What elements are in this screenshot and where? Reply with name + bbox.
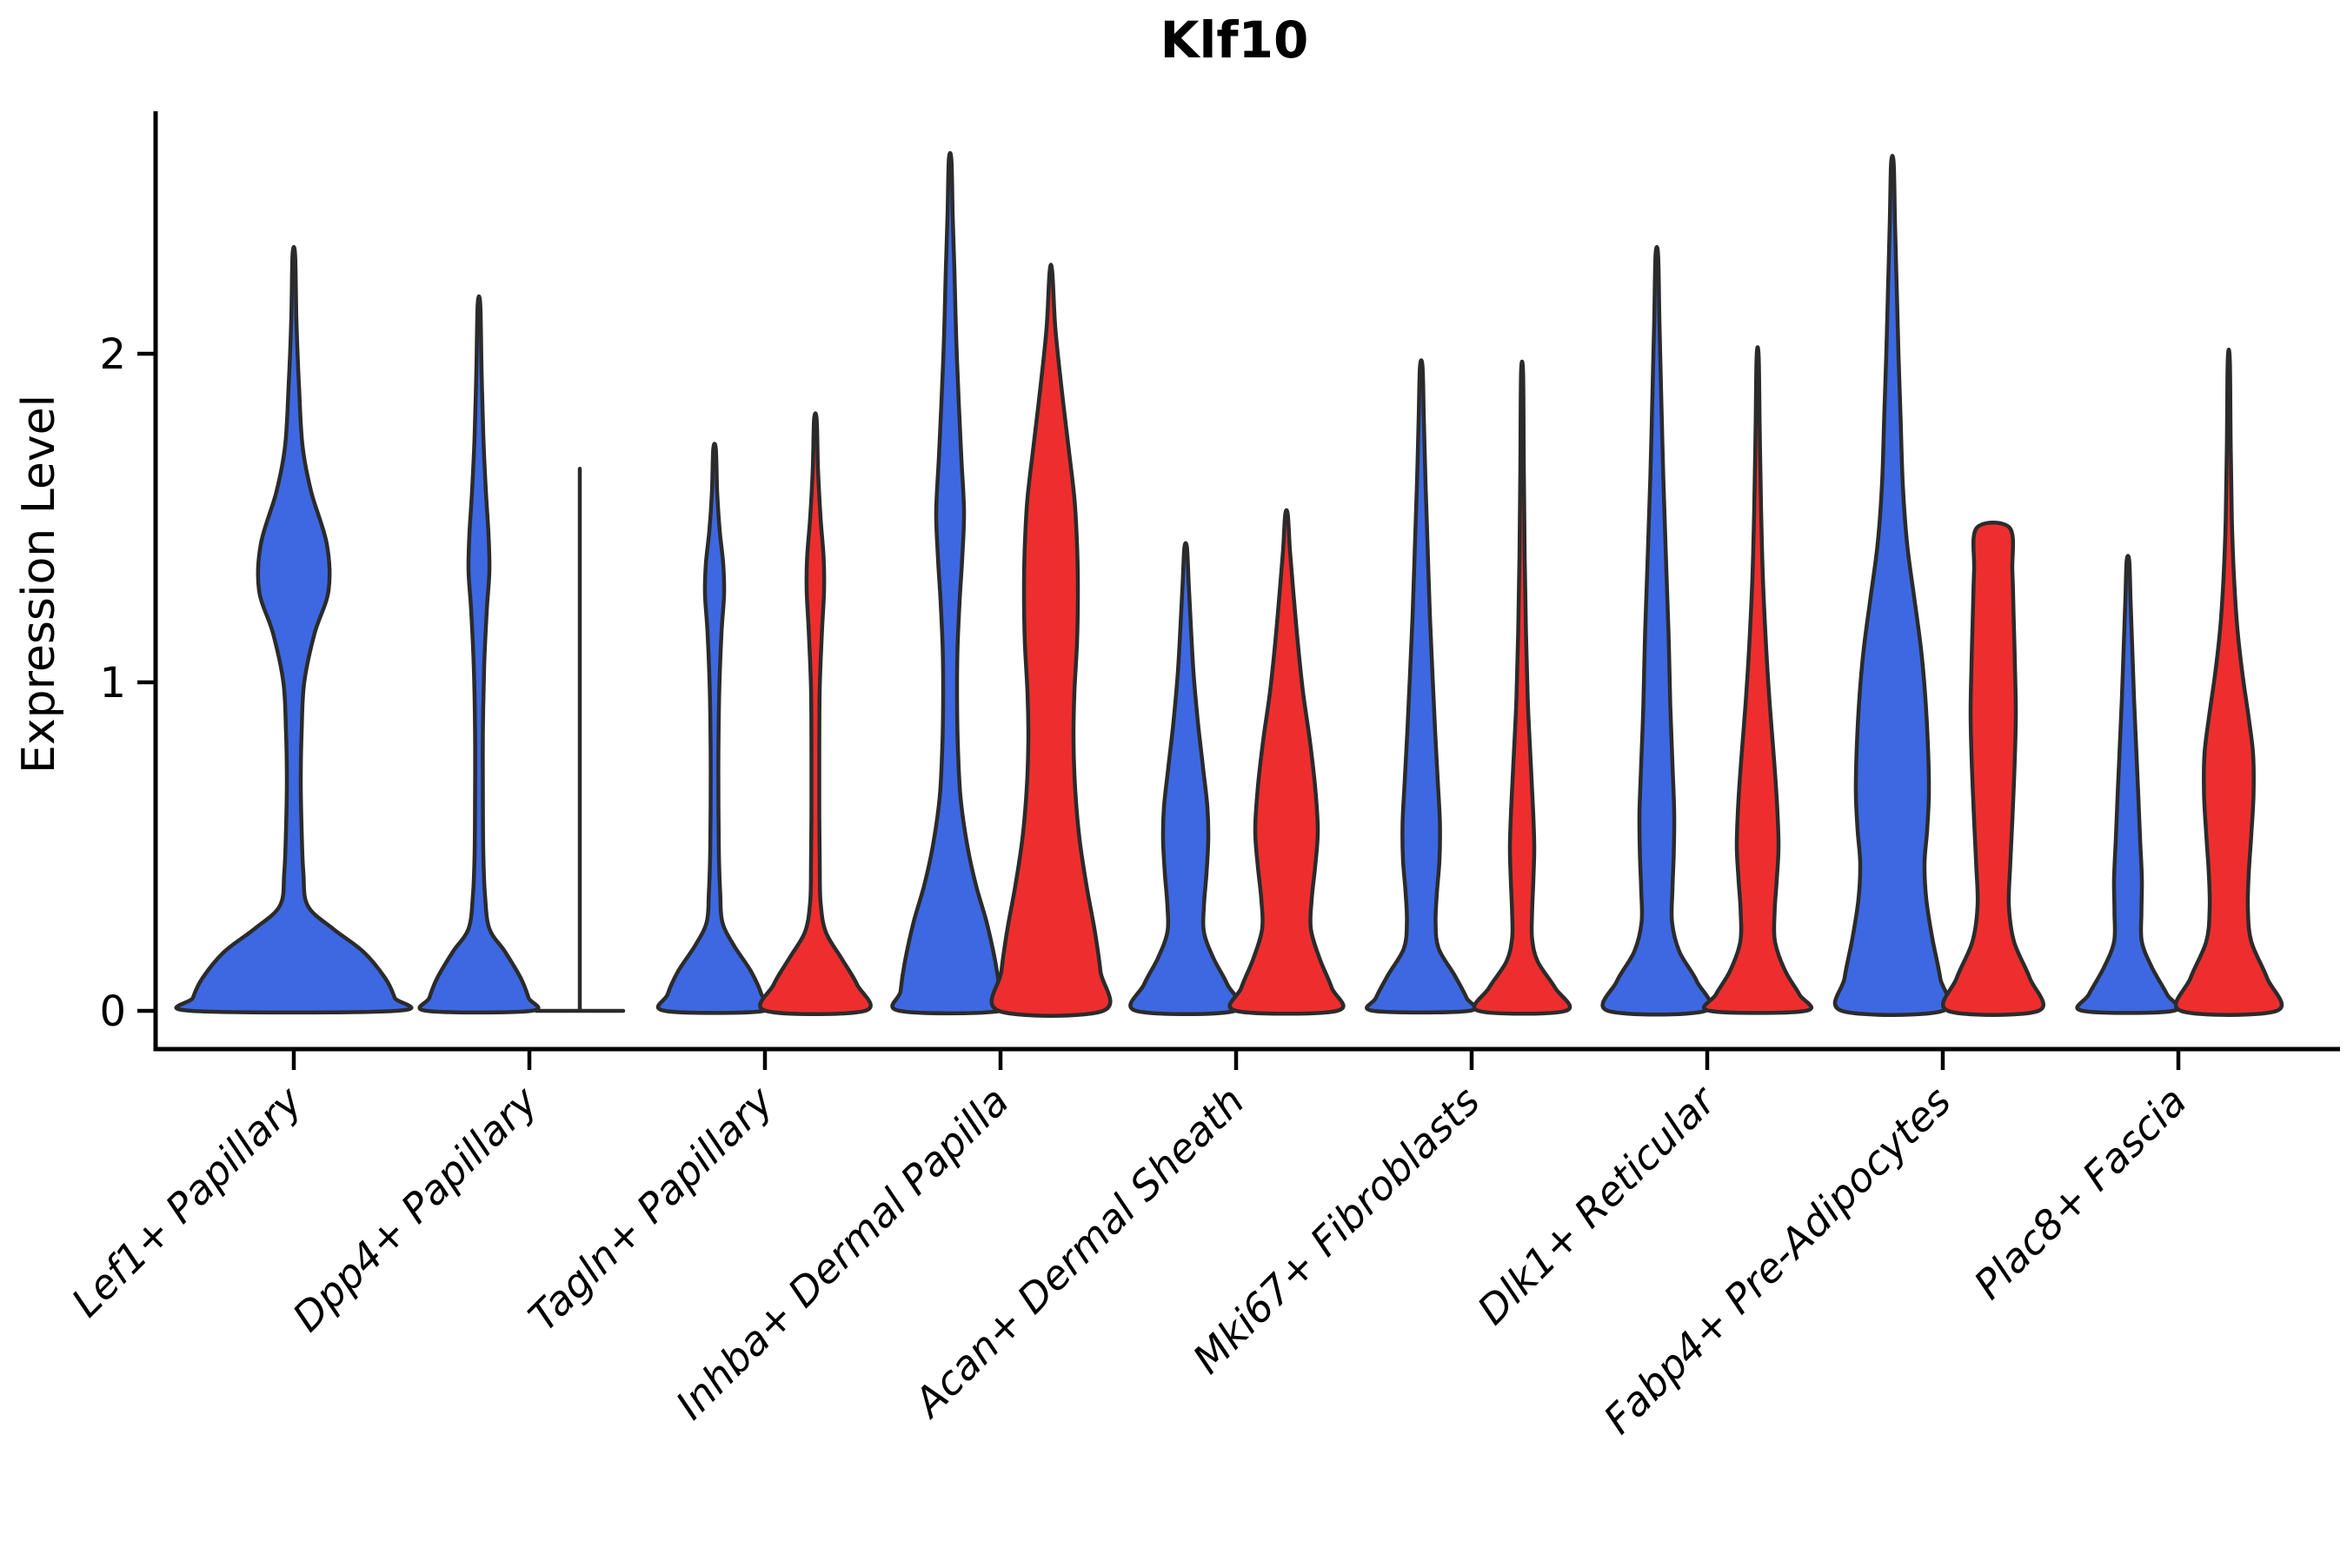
violin-inhba-blue (890, 150, 1010, 1016)
x-category-label: Dpp4+ Papillary (283, 1077, 547, 1340)
y-axis-label: Expression Level (13, 395, 65, 774)
violin-fabp4-blue (1832, 154, 1952, 1017)
violin-mki67-blue (1365, 358, 1478, 1015)
violin-dlk1-blue (1600, 244, 1713, 1017)
y-tick-label: 1 (99, 659, 126, 708)
violin-plac8-red (2173, 348, 2284, 1017)
violin-tagln-red (758, 411, 873, 1016)
violin-dpp4-blue (417, 294, 541, 1015)
x-category-label: Dlk1+ Reticular (1468, 1075, 1726, 1333)
y-tick-label: 0 (99, 987, 126, 1036)
violin-acan-red (1227, 508, 1346, 1016)
violin-mki67-red (1472, 359, 1572, 1016)
violin-dlk1-red (1702, 345, 1813, 1015)
x-category-label: Plac8+ Fascia (1965, 1078, 2195, 1308)
violin-fabp4-red (1941, 520, 2045, 1017)
violin-acan-blue (1128, 541, 1243, 1016)
violin-tagln-blue (655, 442, 774, 1015)
axes (153, 111, 2340, 1052)
plot-title: Klf10 (1160, 10, 1309, 70)
violin-shapes (174, 150, 2284, 1018)
y-axis-ticks: 0 1 2 (99, 330, 156, 1036)
violin-inhba-red (989, 262, 1113, 1018)
x-category-label: Tagln+ Papillary (519, 1077, 782, 1340)
violin-lef1-blue (174, 244, 414, 1015)
y-tick-label: 2 (99, 330, 126, 379)
violin-dpp4-red-collapsed (534, 467, 626, 1013)
violin-plac8-blue (2075, 554, 2181, 1015)
x-category-label: Lef1+ Papillary (63, 1077, 311, 1325)
